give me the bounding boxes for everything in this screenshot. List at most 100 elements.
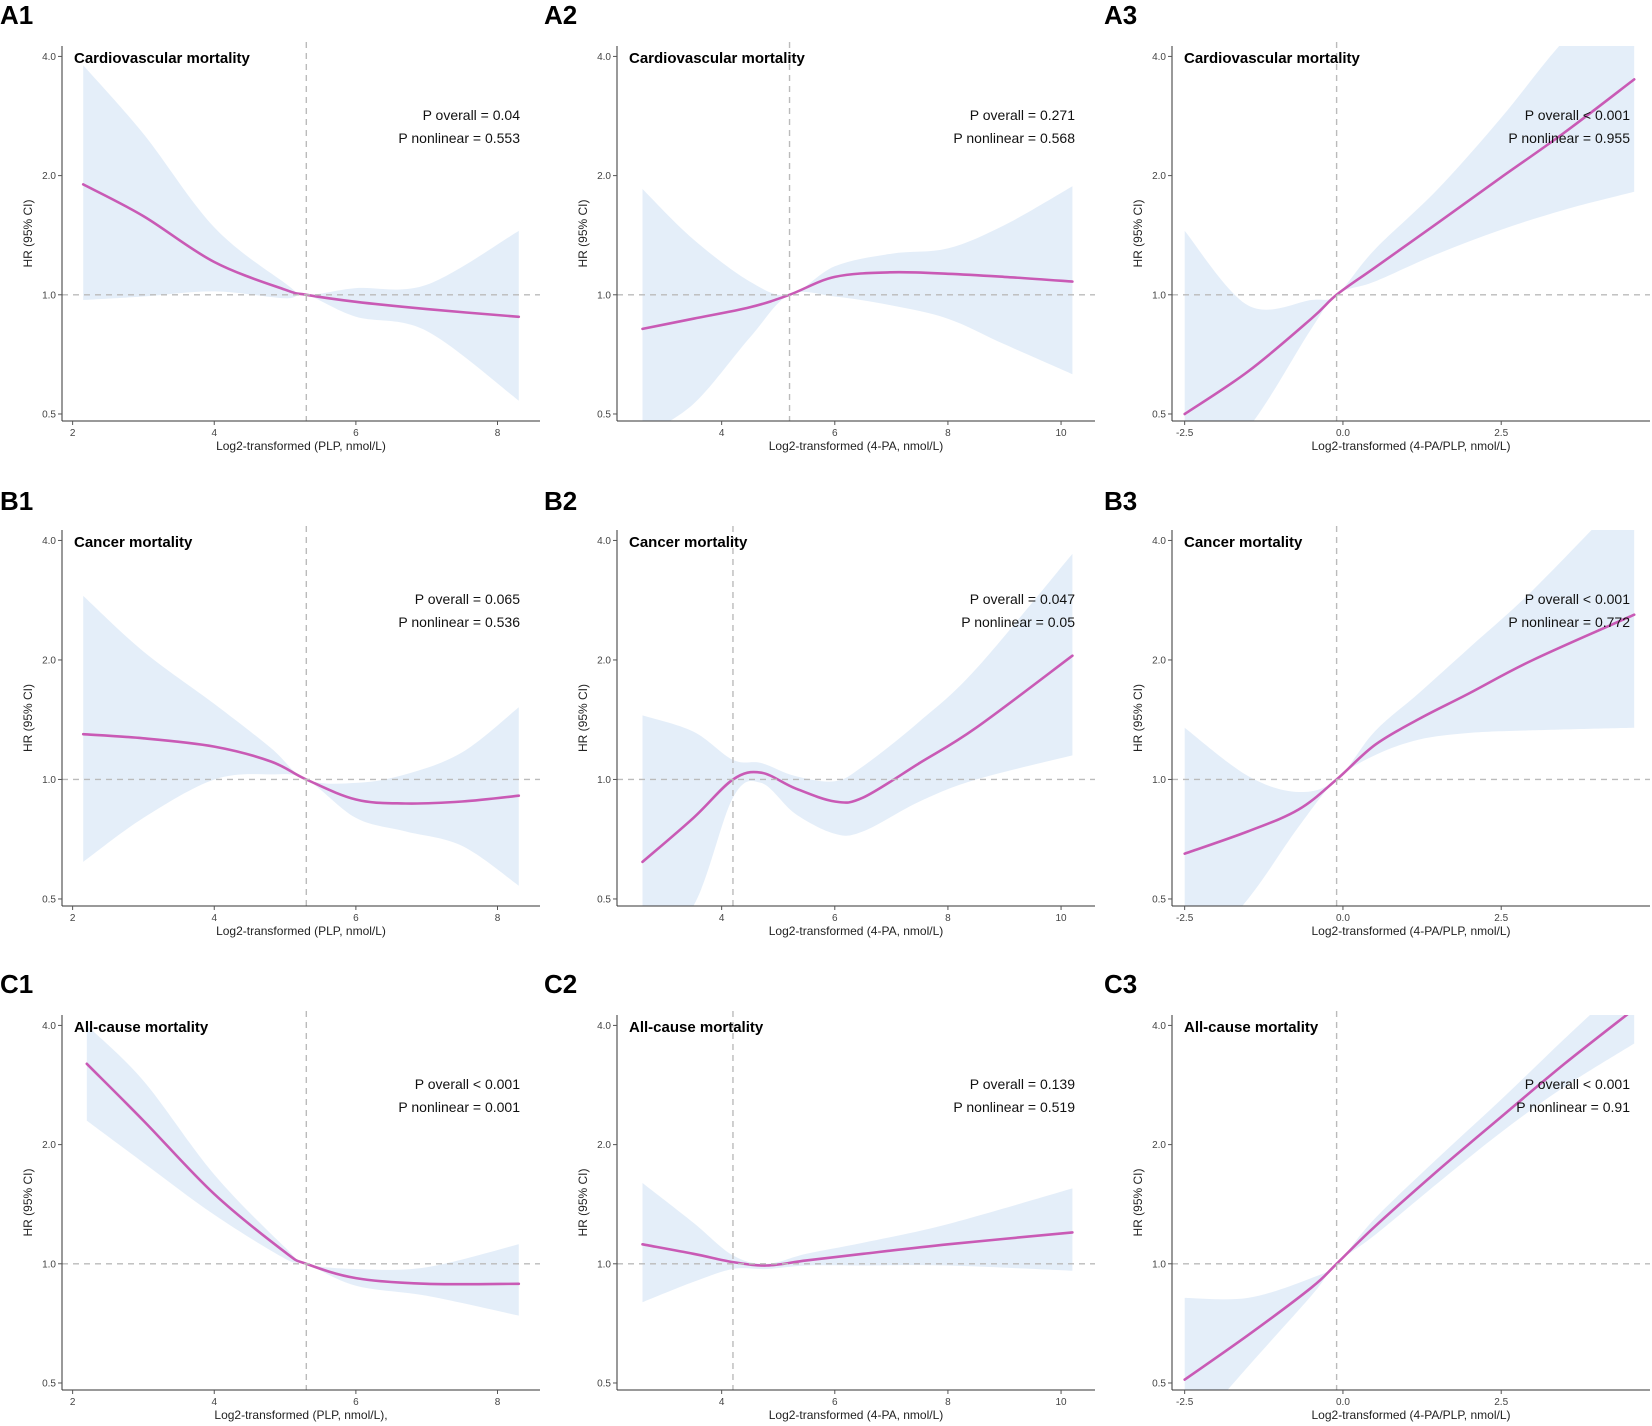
panel-label: C1 (0, 969, 33, 999)
p-value-text: P overall = 0.271 (970, 107, 1075, 123)
x-tick-label: 8 (495, 1397, 501, 1408)
y-tick-label: 0.5 (597, 894, 611, 905)
p-value-text: P nonlinear = 0.772 (1508, 614, 1630, 630)
y-tick-label: 0.5 (1152, 1378, 1166, 1389)
y-tick-label: 0.5 (42, 894, 56, 905)
panel-label: A3 (1104, 0, 1137, 30)
x-axis-title: Log2-transformed (PLP, nmol/L) (216, 439, 386, 453)
x-tick-label: 2.5 (1494, 1397, 1508, 1408)
p-value-text: P overall = 0.139 (970, 1076, 1075, 1092)
x-axis-title: Log2-transformed (PLP, nmol/L) (216, 924, 386, 938)
panel-label: A1 (0, 0, 33, 30)
x-tick-label: 2 (70, 913, 76, 924)
panel-label: B2 (544, 486, 577, 516)
y-tick-label: 4.0 (597, 52, 611, 63)
y-tick-label: 1.0 (42, 1259, 56, 1270)
x-tick-label: 8 (495, 913, 501, 924)
p-value-text: P overall < 0.001 (1525, 107, 1630, 123)
y-tick-label: 0.5 (42, 1378, 56, 1389)
x-axis-title: Log2-transformed (PLP, nmol/L), (214, 1408, 387, 1422)
panel-title: All-cause mortality (629, 1019, 764, 1036)
p-value-text: P nonlinear = 0.05 (961, 614, 1075, 630)
y-axis-title: HR (95% CI) (1131, 199, 1145, 267)
x-tick-label: 6 (832, 428, 838, 439)
y-tick-label: 1.0 (597, 775, 611, 786)
y-tick-label: 0.5 (1152, 409, 1166, 420)
y-axis-title: HR (95% CI) (1131, 684, 1145, 752)
x-tick-label: 0.0 (1336, 428, 1350, 439)
y-tick-label: 1.0 (42, 290, 56, 301)
p-value-text: P nonlinear = 0.519 (953, 1099, 1075, 1115)
plot-area (85, 1025, 521, 1316)
y-tick-label: 0.5 (42, 409, 56, 420)
ci-band (642, 186, 1073, 421)
chart-panel-c1: 0.5 1.0 2.0 4.0 2 4 6 8 Log2-transformed (PLP, n… (0, 969, 540, 1422)
x-tick-label: 0.0 (1336, 913, 1350, 924)
x-tick-label: 4 (211, 1397, 217, 1408)
y-tick-label: 2.0 (597, 655, 611, 666)
x-tick-label: 4 (211, 428, 217, 439)
panel-label: C2 (544, 969, 577, 999)
p-value-text: P nonlinear = 0.001 (398, 1099, 520, 1115)
plot-area (641, 186, 1074, 421)
y-axis-title: HR (95% CI) (21, 684, 35, 752)
panel-title: Cancer mortality (629, 534, 748, 551)
x-tick-label: 10 (1055, 1397, 1067, 1408)
panel-label: C3 (1104, 969, 1137, 999)
panel-title: Cancer mortality (1184, 534, 1303, 551)
p-value-text: P overall < 0.001 (1525, 1076, 1630, 1092)
x-tick-label: 6 (353, 428, 359, 439)
plot-area (1183, 530, 1636, 906)
x-tick-label: -2.5 (1176, 428, 1194, 439)
y-tick-label: 1.0 (1152, 775, 1166, 786)
x-tick-label: 4 (211, 913, 217, 924)
x-tick-label: 8 (945, 913, 951, 924)
y-tick-label: 0.5 (1152, 894, 1166, 905)
panel-title: All-cause mortality (74, 1019, 209, 1036)
panel-title: All-cause mortality (1184, 1019, 1319, 1036)
ci-band (83, 595, 519, 886)
p-value-text: P nonlinear = 0.536 (398, 614, 520, 630)
y-tick-label: 4.0 (1152, 536, 1166, 547)
x-tick-label: 6 (832, 1397, 838, 1408)
p-value-text: P overall = 0.065 (415, 591, 520, 607)
ci-band (642, 1183, 1073, 1303)
plot-area (81, 595, 521, 886)
y-tick-label: 2.0 (597, 171, 611, 182)
y-tick-label: 2.0 (597, 1140, 611, 1151)
ci-band (86, 1025, 519, 1316)
panel-label: B1 (0, 486, 33, 516)
plot-area (81, 65, 521, 401)
chart-panel-c2: 0.5 1.0 2.0 4.0 4 6 8 10 Log2-transformed (4-PA,… (544, 969, 1095, 1422)
y-tick-label: 4.0 (1152, 1021, 1166, 1032)
plot-area (641, 553, 1074, 906)
y-tick-label: 4.0 (42, 536, 56, 547)
p-value-text: P nonlinear = 0.91 (1516, 1099, 1630, 1115)
y-axis-title: HR (95% CI) (576, 684, 590, 752)
y-tick-label: 4.0 (42, 1021, 56, 1032)
x-tick-label: -2.5 (1176, 1397, 1194, 1408)
panel-title: Cardiovascular mortality (74, 50, 251, 67)
ci-band (1184, 46, 1635, 421)
x-tick-label: 2.5 (1494, 913, 1508, 924)
x-tick-label: 6 (353, 913, 359, 924)
x-tick-label: 6 (353, 1397, 359, 1408)
y-axis-title: HR (95% CI) (1131, 1168, 1145, 1236)
p-value-text: P overall < 0.001 (1525, 591, 1630, 607)
y-tick-label: 1.0 (597, 1259, 611, 1270)
hr-curve (1183, 1015, 1629, 1381)
ci-band (83, 65, 519, 401)
chart-panel-a2: 0.5 1.0 2.0 4.0 4 6 8 10 Log2-transformed (4-PA,… (544, 0, 1095, 453)
hr-curve (641, 654, 1074, 864)
panel-title: Cancer mortality (74, 534, 193, 551)
y-tick-label: 0.5 (597, 1378, 611, 1389)
x-axis-title: Log2-transformed (4-PA/PLP, nmol/L) (1312, 439, 1511, 453)
y-tick-label: 1.0 (1152, 290, 1166, 301)
y-axis-title: HR (95% CI) (21, 199, 35, 267)
hr-curve (81, 183, 521, 319)
panel-title: Cardiovascular mortality (1184, 50, 1361, 67)
y-tick-label: 4.0 (597, 1021, 611, 1032)
plot-area (641, 1183, 1074, 1303)
